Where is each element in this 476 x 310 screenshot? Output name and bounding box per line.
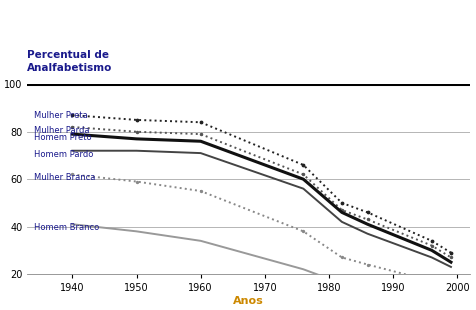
Text: Homem Branco: Homem Branco [34,223,99,232]
X-axis label: Anos: Anos [233,296,264,306]
Text: Homem Preto: Homem Preto [34,133,91,142]
Text: Percentual de
Analfabetismo: Percentual de Analfabetismo [28,50,113,73]
Text: Mulher Branca: Mulher Branca [34,174,95,183]
Text: Mulher Parda: Mulher Parda [34,126,89,135]
Text: Homem Pardo: Homem Pardo [34,150,93,159]
Text: Mulher Preta: Mulher Preta [34,111,88,120]
